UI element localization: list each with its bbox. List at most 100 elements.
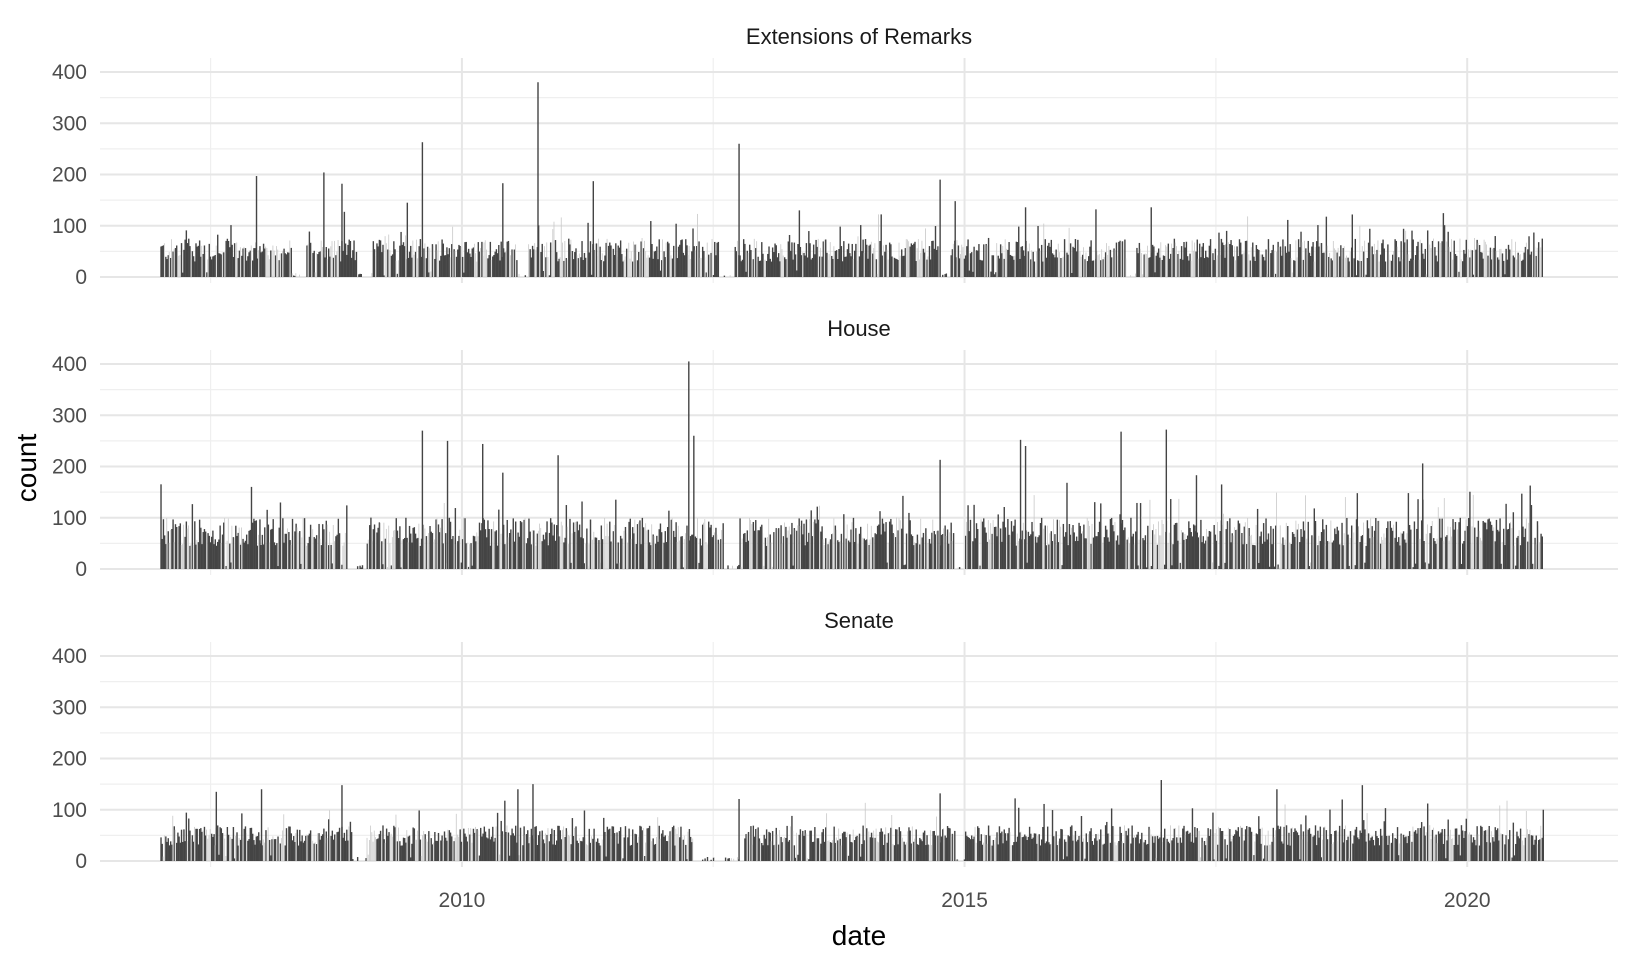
bar [1382, 539, 1384, 569]
bar [460, 247, 462, 277]
bar [1451, 536, 1452, 569]
peak-bar [341, 785, 343, 861]
bar [1153, 246, 1155, 277]
bar [1149, 829, 1151, 861]
bar [1085, 833, 1087, 861]
bar [399, 841, 401, 861]
bar [337, 518, 340, 569]
bar [755, 828, 757, 861]
bar [1337, 530, 1340, 569]
bar [493, 521, 495, 569]
bar [495, 249, 498, 277]
bar [554, 844, 557, 861]
bar [884, 531, 886, 569]
bar [348, 239, 350, 277]
bar [1243, 252, 1245, 277]
bar [543, 843, 546, 861]
bar [425, 258, 428, 277]
bar [1081, 841, 1084, 861]
bar [1523, 252, 1525, 277]
bar [480, 248, 481, 277]
bar [1308, 566, 1311, 569]
bar [709, 257, 711, 277]
bar [1107, 833, 1109, 861]
bar [232, 256, 235, 277]
bar [653, 536, 655, 569]
bar [1500, 833, 1502, 861]
bar [429, 526, 431, 569]
bar [990, 840, 992, 861]
bar [1104, 825, 1107, 861]
bar [209, 256, 212, 277]
bar [674, 845, 676, 861]
bar [178, 526, 180, 569]
bar [361, 565, 364, 569]
bar [1533, 232, 1535, 277]
bar [1125, 540, 1127, 569]
bar [194, 521, 196, 569]
bar [856, 260, 858, 277]
bar [1003, 507, 1005, 569]
bar [618, 831, 621, 861]
bar [851, 243, 853, 277]
bar [204, 835, 207, 861]
bar [1054, 257, 1056, 277]
bar [706, 242, 708, 277]
bar [405, 517, 407, 569]
bar [214, 845, 216, 861]
bar [619, 535, 622, 569]
bar [753, 836, 756, 861]
bar [1486, 842, 1488, 861]
bar [1161, 519, 1163, 569]
bar [1173, 238, 1176, 277]
bar [916, 534, 919, 569]
bar [823, 545, 825, 569]
bar [875, 534, 878, 569]
bar [1068, 836, 1071, 861]
bar [640, 241, 642, 277]
bar [1454, 828, 1457, 861]
bar [891, 256, 893, 277]
bar [1192, 524, 1195, 569]
bar [472, 247, 475, 277]
bar [821, 256, 823, 277]
bar [348, 826, 350, 861]
bar [866, 539, 868, 569]
bar [1541, 536, 1543, 569]
bar [430, 271, 432, 277]
bar [393, 825, 395, 861]
bar [317, 544, 318, 569]
bar [1344, 257, 1346, 277]
bar [780, 525, 782, 569]
bar [833, 518, 835, 569]
bar [1322, 839, 1323, 861]
bar [165, 544, 167, 569]
bar [557, 825, 559, 861]
bar [1028, 243, 1030, 277]
bar [1096, 840, 1098, 861]
bar [1518, 838, 1521, 861]
bar [1326, 245, 1328, 277]
bar [209, 542, 212, 569]
bar [615, 499, 617, 569]
bar [633, 840, 635, 861]
bar [950, 255, 952, 277]
bar [191, 504, 194, 569]
bar [1295, 830, 1297, 861]
y-tick-label: 200 [52, 748, 87, 771]
bar [674, 537, 676, 569]
bar [1068, 227, 1070, 277]
bar [1162, 837, 1165, 861]
bar [681, 836, 683, 861]
bar [556, 252, 558, 277]
bar [1171, 243, 1173, 277]
bar [346, 505, 348, 569]
bar [1464, 253, 1466, 277]
bar [1194, 827, 1196, 861]
bar [1402, 531, 1405, 569]
bar [599, 246, 601, 277]
bar [1048, 842, 1050, 861]
bar [921, 240, 923, 277]
bar [1096, 250, 1098, 277]
bar [320, 545, 323, 569]
